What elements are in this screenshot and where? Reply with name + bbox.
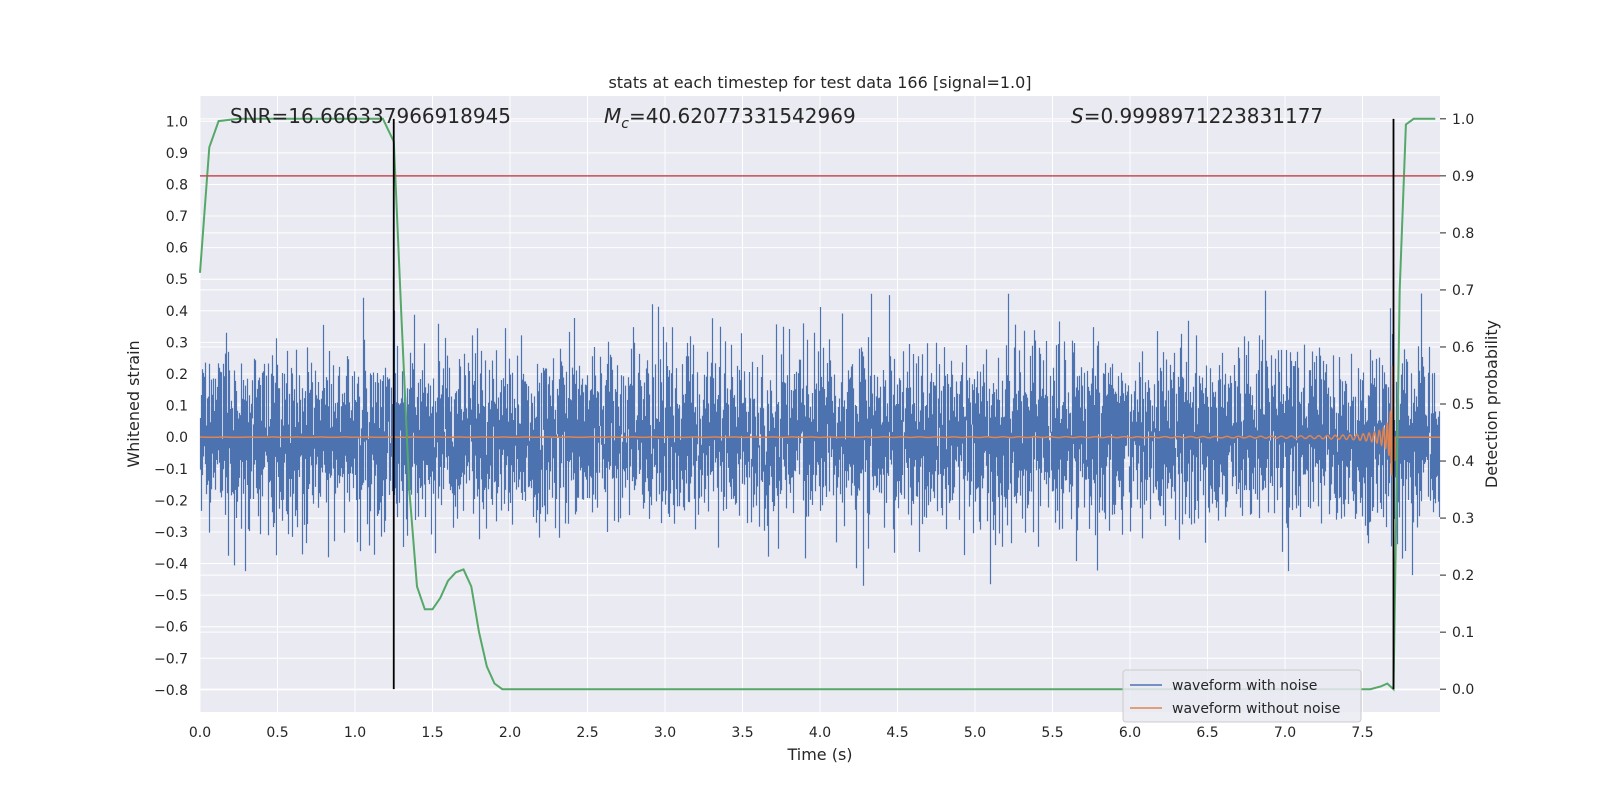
noise-series xyxy=(199,276,1441,586)
y-left-tick-label: −0.1 xyxy=(154,462,188,478)
y-right-tick-label: 0.8 xyxy=(1452,226,1474,242)
y-left-tick-label: 0.2 xyxy=(166,367,188,383)
y-left-tick-label: −0.6 xyxy=(154,620,188,636)
y-left-tick-label: 0.5 xyxy=(166,272,188,288)
y-left-tick-label: 0.6 xyxy=(166,241,188,257)
x-tick-label: 2.0 xyxy=(499,725,521,741)
legend: waveform with noise waveform without noi… xyxy=(1122,669,1362,723)
y-left-tick-label: 0.3 xyxy=(166,335,188,351)
y-left-tick-label: −0.8 xyxy=(154,683,188,699)
y-left-tick-label: 0.0 xyxy=(166,430,188,446)
snr-annotation: SNR=16.666337966918945 xyxy=(230,104,511,128)
y-right-axis-ticks: 1.0 0.9 0.8 0.7 0.6 0.5 0.4 0.3 0.2 0.1 0.0 xyxy=(1440,112,1474,698)
y-left-tick-label: 0.1 xyxy=(166,399,188,415)
y-left-axis-ticks: 1.0 0.9 0.8 0.7 0.6 0.5 0.4 0.3 0.2 0.1 0.0 −0.1 −0.… xyxy=(154,114,188,699)
probability-series xyxy=(199,117,1436,692)
y-right-tick-label: 0.6 xyxy=(1452,340,1474,356)
y-left-tick-label: 0.9 xyxy=(166,146,188,162)
x-tick-label: 2.5 xyxy=(576,725,598,741)
y-right-tick-label: 0.3 xyxy=(1452,511,1474,527)
chirp-mass-subscript: c xyxy=(621,116,629,132)
y-right-axis-label: Detection probability xyxy=(1482,320,1501,488)
y-right-tick-label: 0.1 xyxy=(1452,625,1474,641)
y-right-tick-label: 0.2 xyxy=(1452,568,1474,584)
y-left-tick-label: 0.4 xyxy=(166,304,188,320)
y-right-tick-label: 0.4 xyxy=(1452,454,1474,470)
chart-title: stats at each timestep for test data 166… xyxy=(608,73,1031,92)
y-right-tick-label: 0.5 xyxy=(1452,397,1474,413)
x-tick-label: 3.5 xyxy=(731,725,753,741)
x-tick-label: 7.5 xyxy=(1351,725,1373,741)
y-left-tick-label: −0.4 xyxy=(154,557,188,573)
y-right-tick-label: 0.0 xyxy=(1452,682,1474,698)
y-left-tick-label: −0.3 xyxy=(154,525,188,541)
x-tick-label: 5.5 xyxy=(1041,725,1063,741)
y-left-tick-label: 0.8 xyxy=(166,177,188,193)
y-right-tick-label: 0.7 xyxy=(1452,283,1474,299)
y-left-tick-label: −0.5 xyxy=(154,588,188,604)
significance-annotation: S=0.9998971223831177 xyxy=(1071,104,1323,128)
legend-box xyxy=(1122,669,1362,723)
legend-label-noise: waveform with noise xyxy=(1172,678,1317,694)
chirp-mass-symbol: M xyxy=(604,104,621,128)
x-tick-label: 4.0 xyxy=(809,725,831,741)
x-tick-label: 4.5 xyxy=(886,725,908,741)
x-axis-label: Time (s) xyxy=(786,745,852,764)
x-tick-label: 6.5 xyxy=(1196,725,1218,741)
probability-line xyxy=(199,117,1436,692)
x-tick-label: 1.5 xyxy=(421,725,443,741)
noise-trace xyxy=(199,276,1441,586)
y-left-tick-label: 1.0 xyxy=(166,114,188,130)
chirp-mass-annotation: Mc=40.62077331542969 xyxy=(604,104,856,132)
event-markers xyxy=(392,118,1395,690)
significance-value: =0.9998971223831177 xyxy=(1084,104,1323,128)
y-left-tick-label: −0.2 xyxy=(154,493,188,509)
x-tick-label: 0.5 xyxy=(266,725,288,741)
x-tick-label: 5.0 xyxy=(964,725,986,741)
legend-label-chirp: waveform without noise xyxy=(1172,701,1340,717)
y-right-tick-label: 1.0 xyxy=(1452,112,1474,128)
x-axis-ticks: 0.0 0.5 1.0 1.5 2.0 2.5 3.0 3.5 4.0 4.5 5.0 5.5 6.0 6… xyxy=(189,725,1374,741)
y-left-tick-label: 0.7 xyxy=(166,209,188,225)
x-tick-label: 0.0 xyxy=(189,725,211,741)
x-tick-label: 3.0 xyxy=(654,725,676,741)
x-tick-label: 6.0 xyxy=(1119,725,1141,741)
x-tick-label: 1.0 xyxy=(344,725,366,741)
y-left-axis-label: Whitened strain xyxy=(124,340,143,467)
x-tick-label: 7.0 xyxy=(1274,725,1296,741)
y-right-tick-label: 0.9 xyxy=(1452,169,1474,185)
significance-symbol: S xyxy=(1071,104,1084,128)
chirp-mass-value: =40.62077331542969 xyxy=(629,104,856,128)
y-left-tick-label: −0.7 xyxy=(154,651,188,667)
